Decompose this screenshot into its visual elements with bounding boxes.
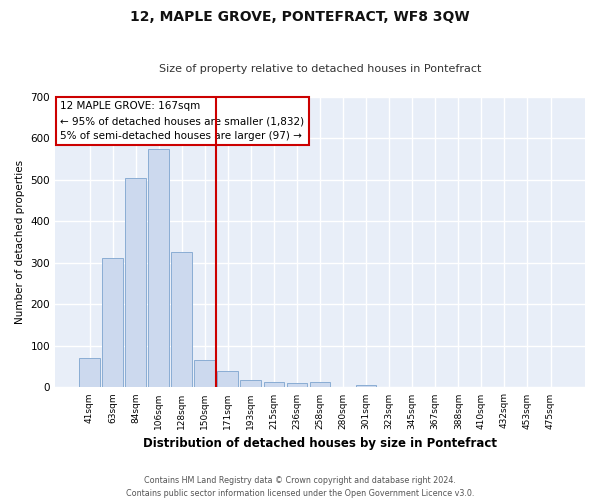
- X-axis label: Distribution of detached houses by size in Pontefract: Distribution of detached houses by size …: [143, 437, 497, 450]
- Text: 12, MAPLE GROVE, PONTEFRACT, WF8 3QW: 12, MAPLE GROVE, PONTEFRACT, WF8 3QW: [130, 10, 470, 24]
- Bar: [194, 360, 215, 388]
- Title: Size of property relative to detached houses in Pontefract: Size of property relative to detached ho…: [159, 64, 481, 74]
- Bar: [148, 149, 169, 388]
- Text: Contains HM Land Registry data © Crown copyright and database right 2024.
Contai: Contains HM Land Registry data © Crown c…: [126, 476, 474, 498]
- Bar: [263, 382, 284, 388]
- Bar: [125, 178, 146, 388]
- Bar: [172, 252, 192, 388]
- Y-axis label: Number of detached properties: Number of detached properties: [15, 160, 25, 324]
- Bar: [310, 382, 331, 388]
- Bar: [287, 384, 307, 388]
- Bar: [217, 371, 238, 388]
- Text: 12 MAPLE GROVE: 167sqm
← 95% of detached houses are smaller (1,832)
5% of semi-d: 12 MAPLE GROVE: 167sqm ← 95% of detached…: [61, 102, 304, 141]
- Bar: [79, 358, 100, 388]
- Bar: [356, 384, 376, 388]
- Bar: [241, 380, 261, 388]
- Bar: [102, 258, 123, 388]
